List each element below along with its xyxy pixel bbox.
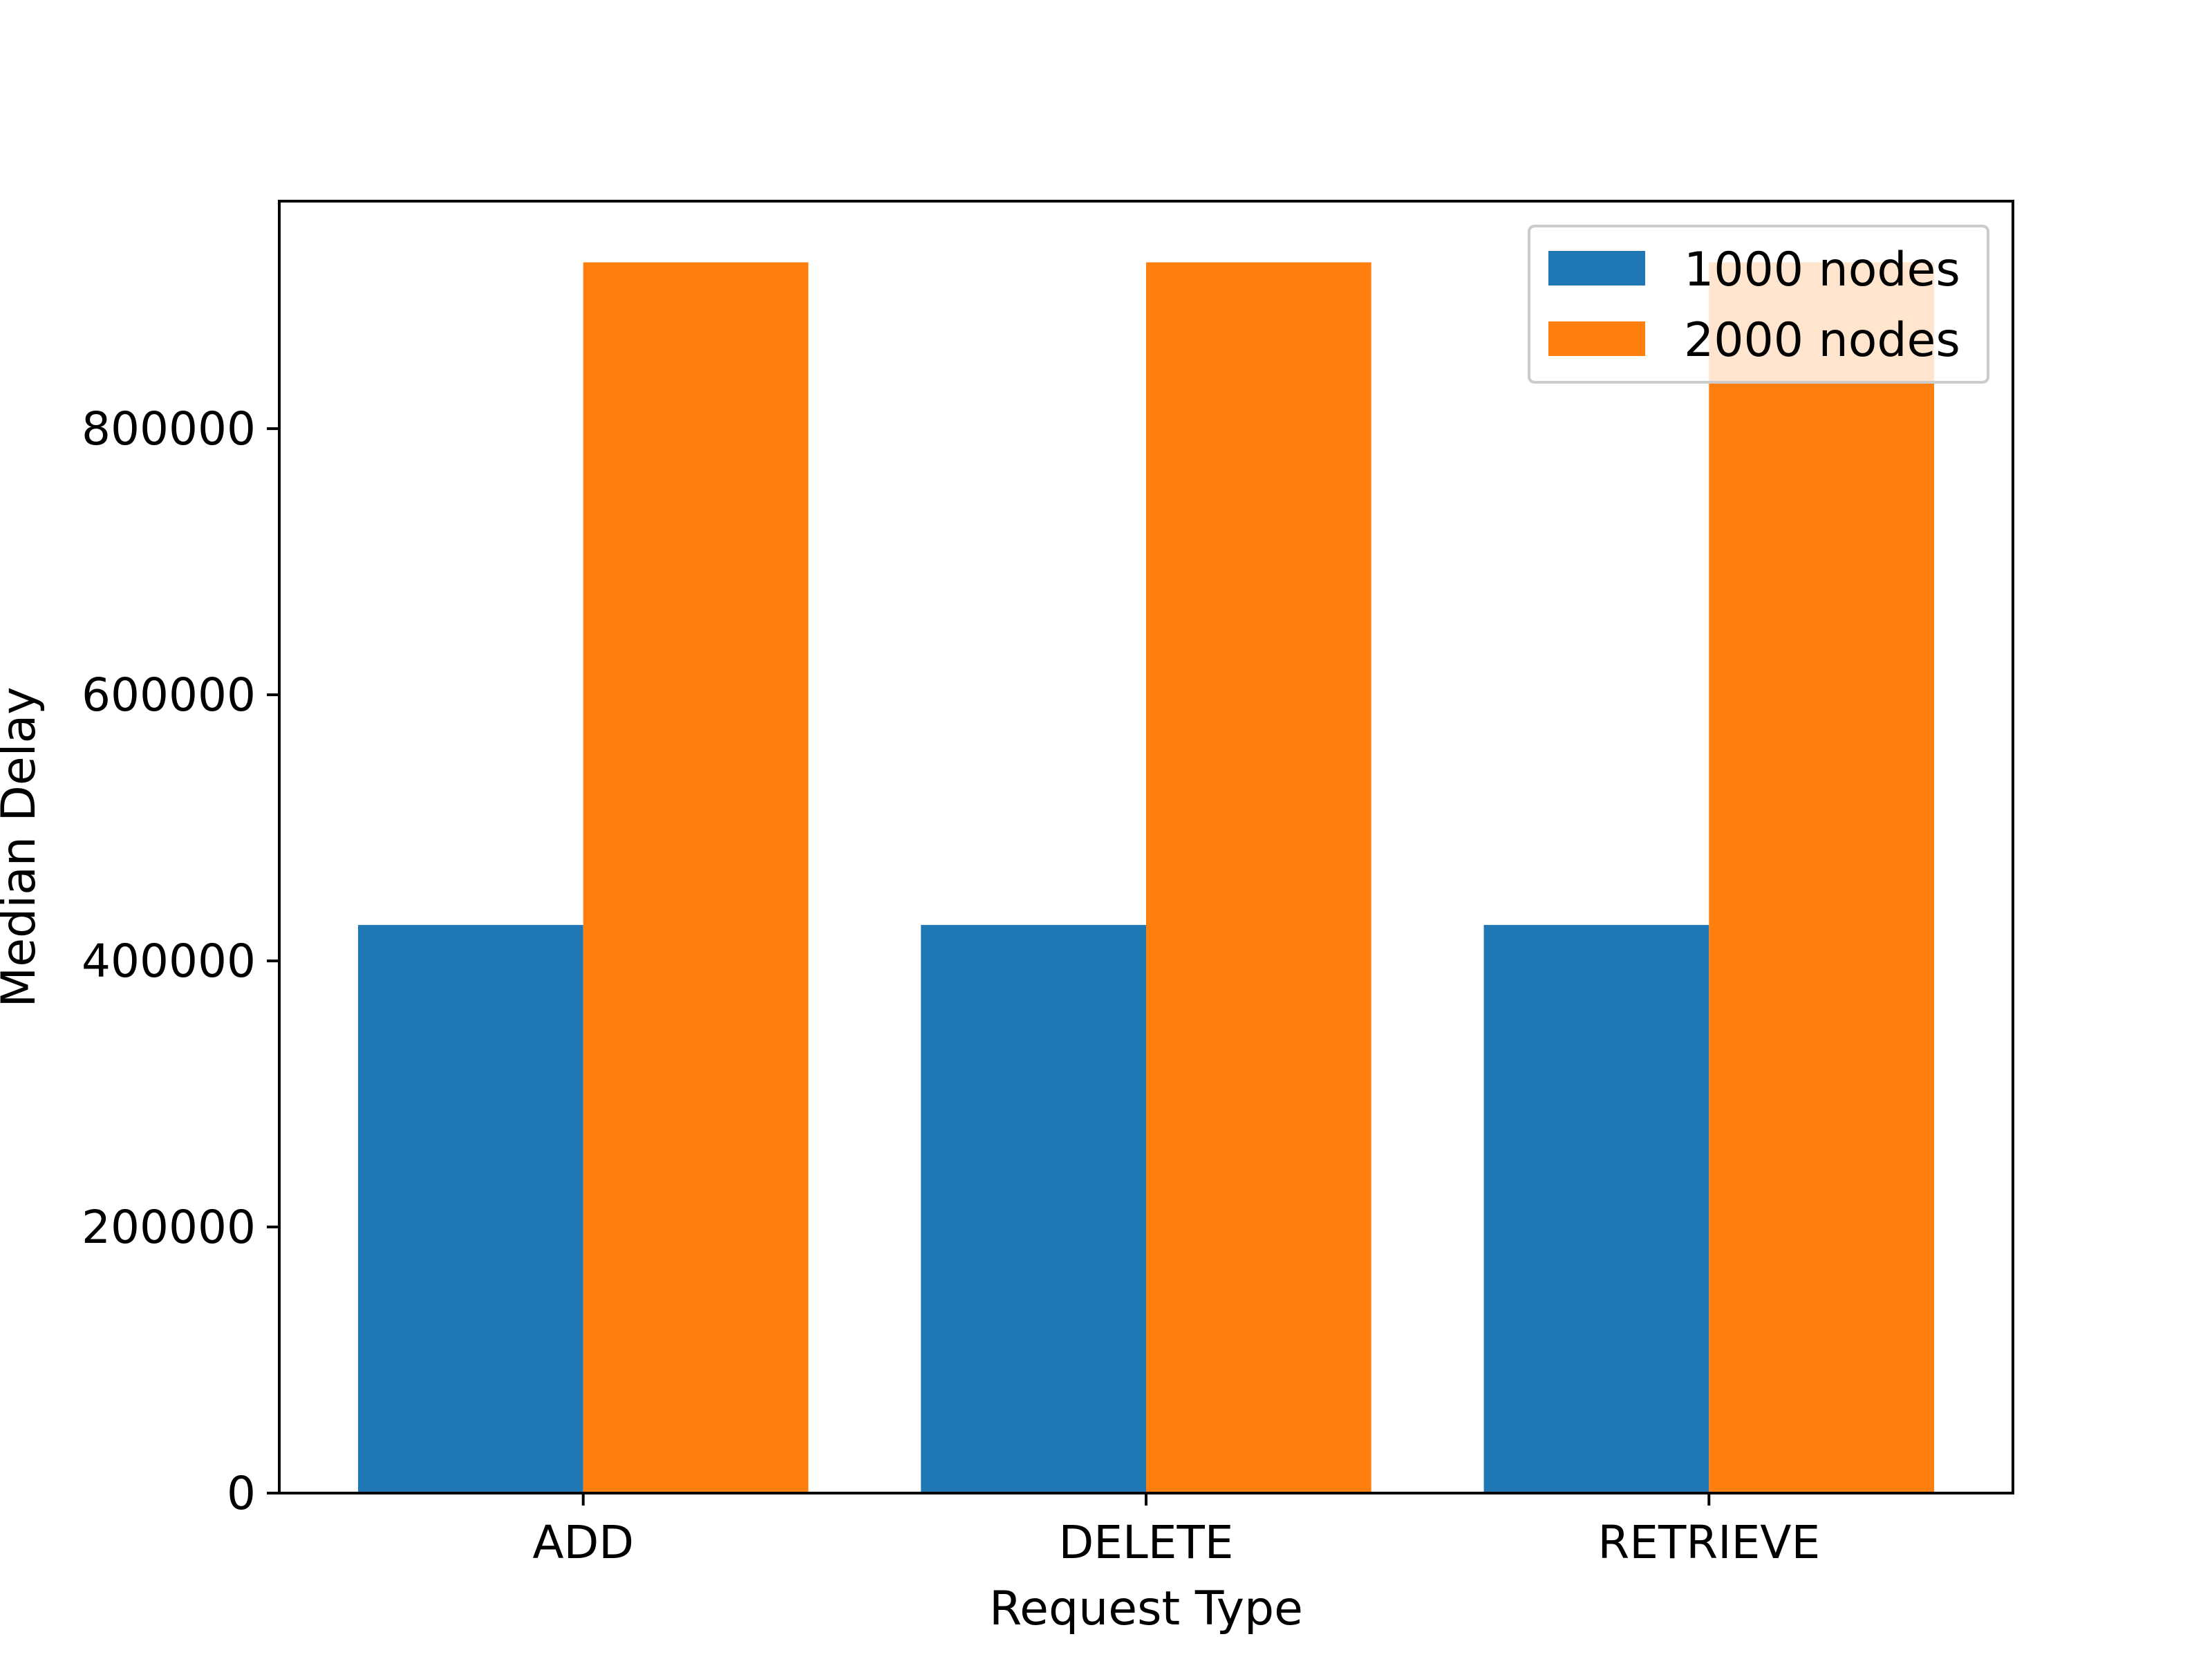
legend-items: 1000 nodes 2000 nodes <box>1548 243 1960 368</box>
bar-delete-series-2 <box>1146 262 1371 1493</box>
legend-swatch-2 <box>1548 321 1645 356</box>
x-tick-label-retrieve: RETRIEVE <box>1597 1516 1820 1569</box>
y-tick-label: 400000 <box>82 935 256 988</box>
y-tick-label: 0 <box>227 1467 256 1520</box>
y-tick-label: 800000 <box>82 402 256 456</box>
bar-retrieve-series-2 <box>1709 262 1934 1493</box>
legend-swatch-1 <box>1548 251 1645 285</box>
x-axis-label: Request Type <box>989 1582 1303 1636</box>
x-axis-ticks: ADD DELETE RETRIEVE <box>532 1493 1820 1569</box>
y-axis-ticks: 0 200000 400000 600000 800000 <box>82 402 279 1520</box>
y-tick-label: 200000 <box>82 1201 256 1254</box>
x-tick-label-add: ADD <box>532 1516 634 1569</box>
y-tick-label: 600000 <box>82 668 256 722</box>
y-axis-label: Median Delay <box>0 687 46 1008</box>
legend: 1000 nodes 2000 nodes <box>1528 225 1989 384</box>
bar-delete-series-1 <box>921 925 1146 1493</box>
legend-label-2: 2000 nodes <box>1684 313 1960 368</box>
legend-label-1: 1000 nodes <box>1684 243 1960 297</box>
bars <box>358 262 1934 1493</box>
bar-add-series-1 <box>358 925 583 1493</box>
bar-add-series-2 <box>583 262 809 1493</box>
x-tick-label-delete: DELETE <box>1058 1516 1233 1569</box>
bar-retrieve-series-1 <box>1483 925 1709 1493</box>
